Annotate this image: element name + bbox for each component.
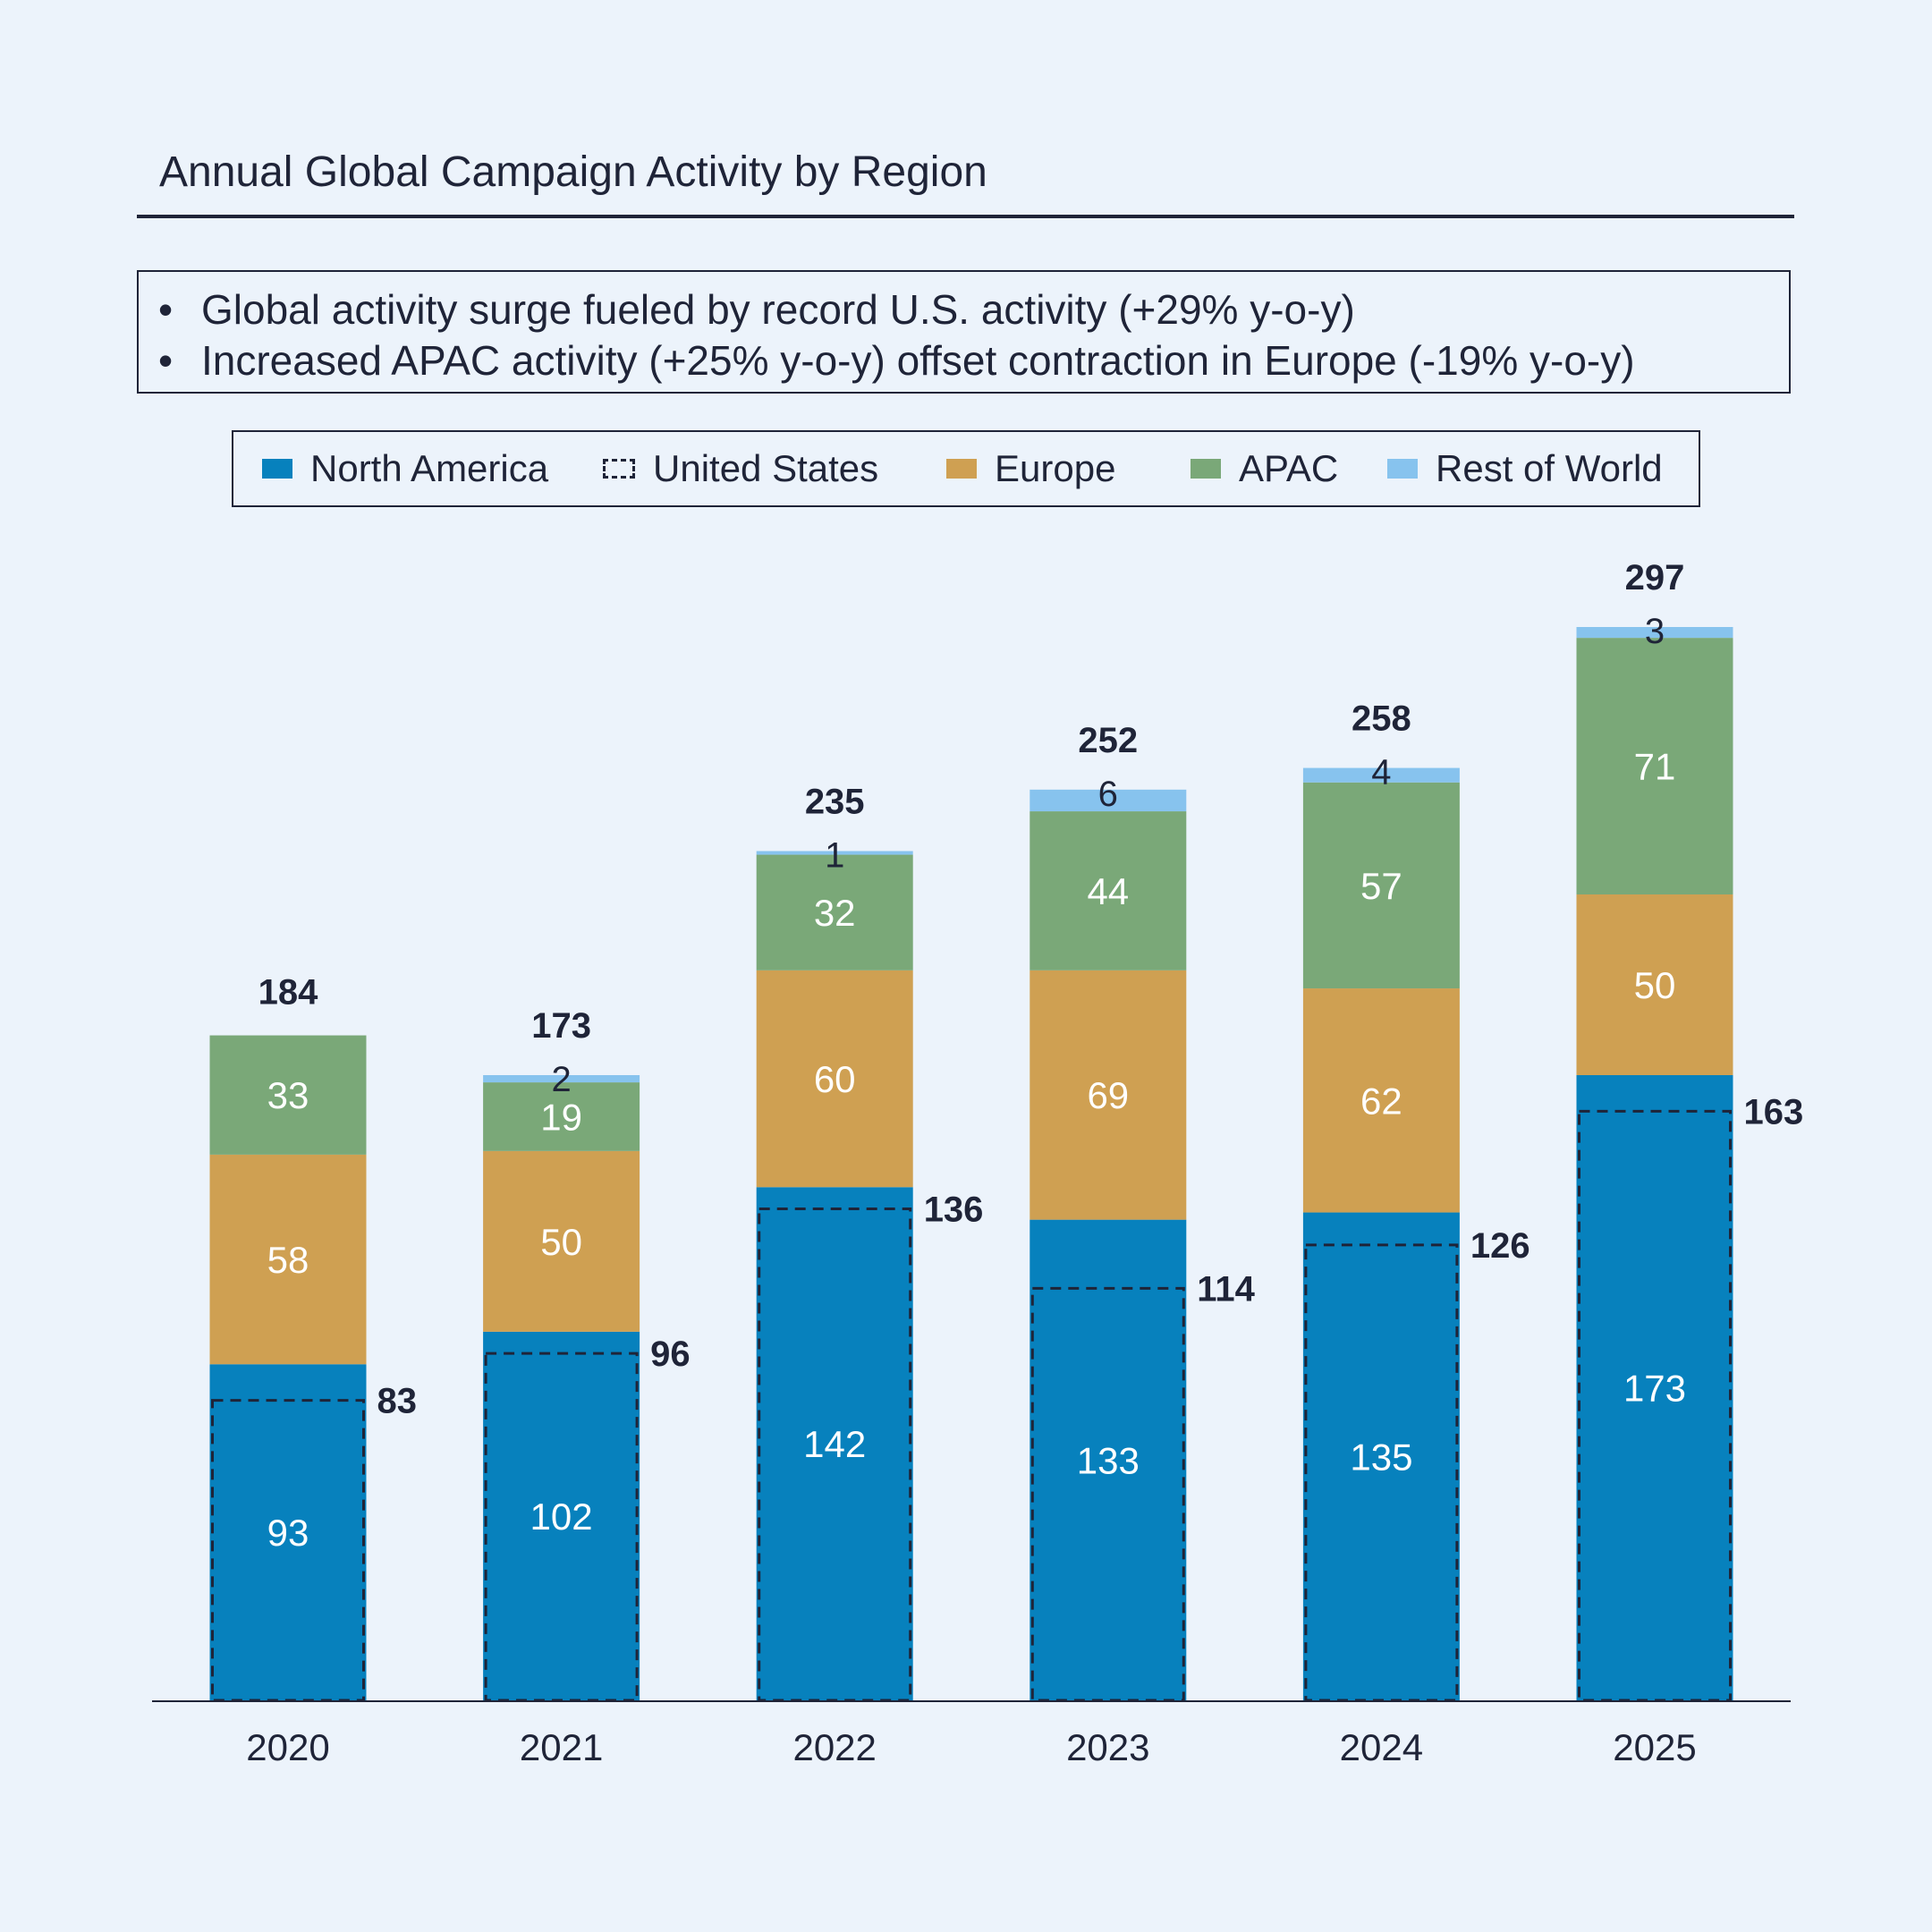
bar-segment-europe — [756, 970, 913, 1188]
takeaway-item: • Global activity surge fueled by record… — [158, 284, 1789, 335]
us-dashed-outline — [211, 1399, 365, 1702]
us-dashed-outline — [758, 1208, 912, 1702]
legend-label: APAC — [1239, 447, 1339, 489]
chart-legend: North America United States Europe APAC … — [232, 430, 1700, 507]
bar-segment-rest-of-world — [756, 851, 913, 855]
bar-segment-north-america — [483, 1331, 640, 1700]
bar-segment-north-america — [1302, 1212, 1460, 1700]
segment-value-label: 135 — [1350, 1436, 1412, 1478]
bar-segment-apac — [1576, 638, 1733, 894]
bar-segment-rest-of-world — [483, 1075, 640, 1083]
us-value-label: 136 — [924, 1191, 984, 1230]
segment-value-label: 142 — [803, 1423, 866, 1465]
segment-value-label: 32 — [814, 892, 856, 934]
x-tick-label: 2025 — [1613, 1726, 1696, 1768]
segment-value-label: 102 — [530, 1496, 593, 1538]
segment-value-label: 6 — [1098, 775, 1118, 814]
segment-value-label: 69 — [1087, 1074, 1129, 1116]
us-value-label: 114 — [1197, 1269, 1255, 1309]
us-value-label: 126 — [1470, 1226, 1530, 1266]
title-divider — [137, 215, 1794, 218]
segment-value-label: 1 — [825, 836, 844, 876]
segment-value-label: 57 — [1360, 865, 1402, 907]
bar-segment-apac — [483, 1082, 640, 1151]
bar-segment-rest-of-world — [1302, 767, 1460, 783]
segment-value-label: 44 — [1087, 870, 1129, 912]
segment-value-label: 3 — [1645, 612, 1665, 651]
segment-value-label: 33 — [267, 1074, 309, 1116]
legend-dashed-swatch-icon — [603, 459, 635, 479]
segment-value-label: 2 — [551, 1060, 571, 1099]
us-dashed-outline — [484, 1352, 639, 1702]
legend-item-rest-of-world[interactable]: Rest of World — [1387, 432, 1663, 505]
takeaway-text: Global activity surge fueled by record U… — [201, 286, 1355, 333]
segment-value-label: 19 — [540, 1096, 582, 1138]
bar-segment-apac — [1302, 782, 1460, 989]
legend-swatch-icon — [1387, 459, 1418, 479]
x-tick-label: 2022 — [792, 1726, 876, 1768]
bullet-icon: • — [158, 286, 174, 333]
chart-title: Annual Global Campaign Activity by Regio… — [159, 148, 987, 196]
segment-value-label: 50 — [1634, 964, 1676, 1006]
legend-swatch-icon — [946, 459, 977, 479]
x-tick-label: 2020 — [246, 1726, 329, 1768]
us-value-label: 96 — [650, 1335, 691, 1374]
us-value-label: 163 — [1744, 1092, 1804, 1131]
bar-segment-apac — [1030, 811, 1187, 970]
legend-item-united-states[interactable]: United States — [603, 432, 878, 505]
bar-segment-europe — [1030, 970, 1187, 1220]
total-value-label: 252 — [1078, 721, 1138, 760]
x-tick-label: 2024 — [1340, 1726, 1423, 1768]
segment-value-label: 50 — [540, 1221, 582, 1263]
bar-segment-north-america — [1576, 1075, 1733, 1700]
us-dashed-outline — [1030, 1286, 1185, 1702]
us-value-label: 83 — [377, 1382, 418, 1421]
legend-label: Rest of World — [1436, 447, 1663, 489]
x-tick-label: 2021 — [520, 1726, 603, 1768]
segment-value-label: 133 — [1077, 1439, 1140, 1481]
total-value-label: 235 — [805, 783, 865, 822]
bar-segment-rest-of-world — [1576, 627, 1733, 639]
x-tick-label: 2023 — [1066, 1726, 1149, 1768]
takeaway-item: • Increased APAC activity (+25% y-o-y) o… — [158, 335, 1789, 386]
total-value-label: 173 — [531, 1006, 591, 1046]
segment-value-label: 71 — [1634, 746, 1676, 788]
bar-segment-rest-of-world — [1030, 789, 1187, 812]
total-value-label: 258 — [1352, 699, 1411, 739]
legend-swatch-icon — [1191, 459, 1221, 479]
us-dashed-outline — [1578, 1109, 1732, 1702]
takeaway-text: Increased APAC activity (+25% y-o-y) off… — [201, 337, 1635, 384]
bullet-icon: • — [158, 337, 174, 384]
bar-segment-europe — [1302, 988, 1460, 1213]
segment-value-label: 62 — [1360, 1080, 1402, 1122]
total-value-label: 297 — [1625, 558, 1685, 597]
segment-value-label: 93 — [267, 1512, 309, 1554]
legend-label: North America — [310, 447, 549, 489]
key-takeaways-box: • Global activity surge fueled by record… — [137, 270, 1791, 394]
legend-item-apac[interactable]: APAC — [1191, 432, 1338, 505]
bar-segment-apac — [756, 854, 913, 970]
total-value-label: 184 — [258, 973, 318, 1013]
bar-segment-apac — [209, 1035, 367, 1155]
bar-segment-europe — [1576, 894, 1733, 1076]
us-dashed-outline — [1304, 1243, 1459, 1702]
segment-value-label: 60 — [814, 1058, 856, 1100]
bar-segment-europe — [209, 1154, 367, 1365]
segment-value-label: 4 — [1371, 753, 1391, 792]
legend-label: Europe — [995, 447, 1116, 489]
bar-segment-north-america — [209, 1364, 367, 1700]
segment-value-label: 58 — [267, 1239, 309, 1281]
legend-label: United States — [653, 447, 879, 489]
bar-segment-north-america — [756, 1187, 913, 1700]
legend-item-north-america[interactable]: North America — [262, 432, 548, 505]
legend-swatch-icon — [262, 459, 292, 479]
segment-value-label: 173 — [1623, 1368, 1686, 1410]
bar-segment-north-america — [1030, 1219, 1187, 1700]
bar-segment-europe — [483, 1150, 640, 1332]
legend-item-europe[interactable]: Europe — [946, 432, 1115, 505]
